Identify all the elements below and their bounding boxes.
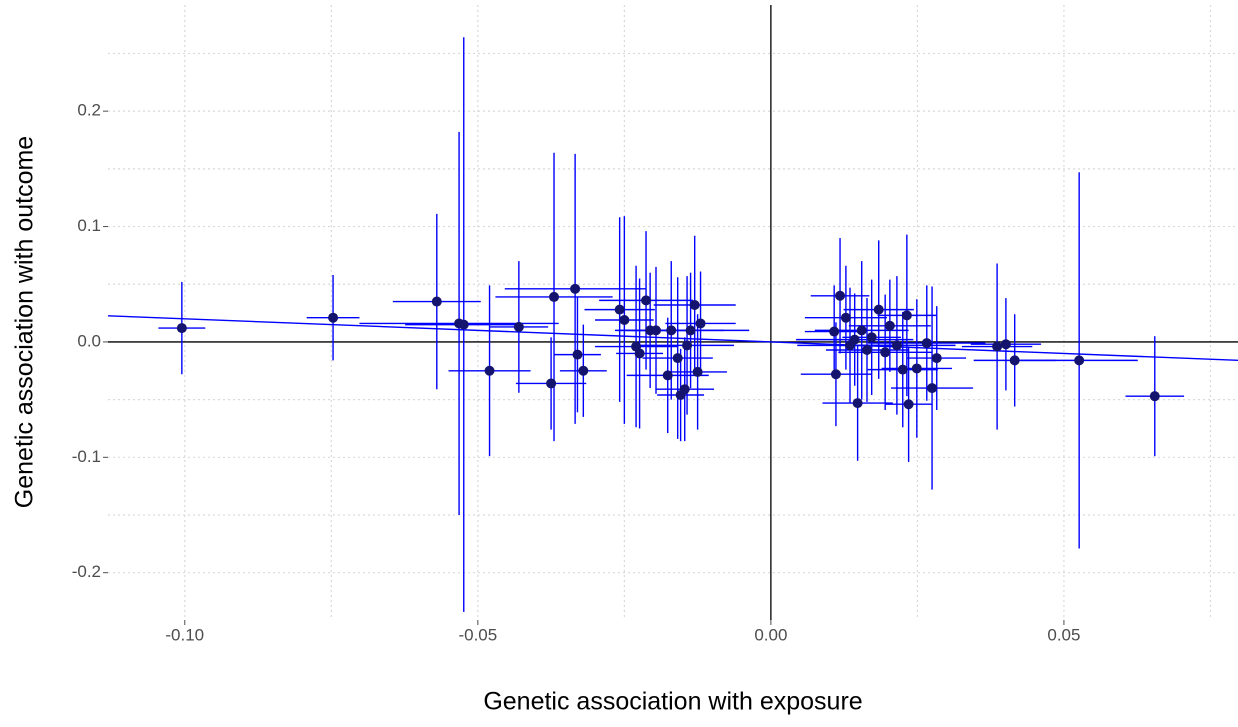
point	[641, 295, 652, 306]
point	[578, 365, 589, 376]
point	[689, 300, 700, 310]
point	[672, 353, 683, 364]
point	[572, 349, 583, 360]
point	[849, 334, 860, 345]
point	[880, 347, 891, 358]
point	[546, 378, 557, 389]
point	[695, 318, 706, 329]
point	[884, 320, 895, 331]
point	[835, 290, 846, 301]
point	[830, 369, 841, 380]
point	[1009, 355, 1020, 366]
point	[901, 310, 912, 321]
point	[570, 283, 581, 294]
point	[852, 398, 863, 409]
y-tick-label: 0.1	[77, 216, 101, 235]
point	[634, 348, 645, 359]
point	[513, 321, 524, 332]
point	[866, 332, 877, 343]
fit-line	[107, 315, 1238, 362]
x-tick-label: 0.05	[1047, 625, 1080, 644]
point	[692, 366, 703, 377]
y-axis-title: Genetic association with outcome	[11, 136, 39, 508]
point	[458, 319, 469, 330]
point	[614, 304, 625, 315]
y-tick-label: -0.1	[72, 447, 101, 466]
point	[911, 363, 922, 374]
y-tick-label: 0.2	[77, 101, 101, 120]
point	[1149, 391, 1160, 402]
point	[431, 296, 442, 307]
point	[1074, 355, 1085, 366]
x-tick-label: -0.10	[165, 625, 204, 644]
point	[679, 384, 690, 395]
point	[897, 364, 908, 375]
point	[619, 315, 630, 325]
point	[903, 399, 914, 410]
point	[685, 325, 696, 336]
point	[891, 340, 902, 351]
point	[549, 291, 560, 302]
y-tick-label: -0.2	[72, 562, 101, 581]
point	[328, 312, 339, 323]
point	[873, 304, 884, 315]
point	[1000, 339, 1011, 350]
point	[682, 340, 693, 351]
point	[931, 353, 942, 364]
point	[484, 365, 495, 376]
point	[861, 345, 872, 355]
point	[176, 323, 187, 334]
x-tick-label: 0.00	[754, 625, 787, 644]
point	[992, 341, 1003, 352]
point	[662, 370, 673, 381]
point	[856, 325, 867, 336]
point	[921, 338, 932, 349]
point	[927, 383, 938, 394]
x-tick-label: -0.05	[458, 625, 497, 644]
x-axis-title: Genetic association with exposure	[483, 688, 862, 716]
point	[829, 326, 840, 337]
point	[840, 312, 851, 323]
point	[651, 325, 662, 336]
y-tick-label: 0.0	[77, 331, 101, 350]
point	[666, 325, 677, 336]
